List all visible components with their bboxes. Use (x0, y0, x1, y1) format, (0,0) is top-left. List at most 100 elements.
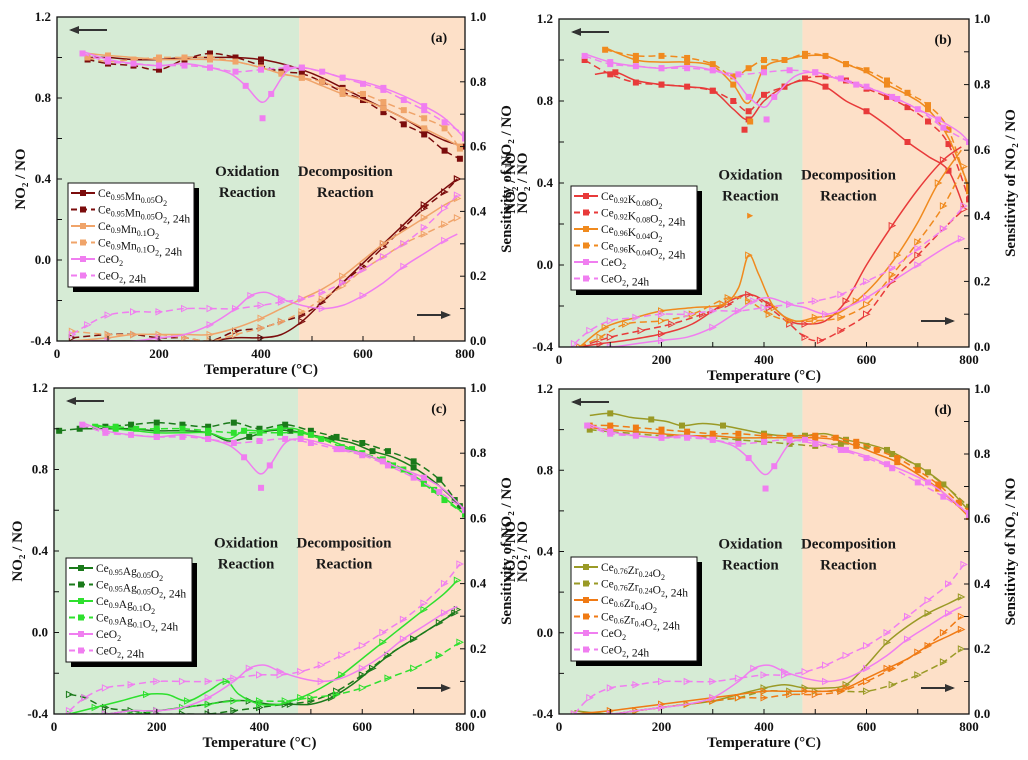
arrow-left-icon (66, 397, 76, 405)
data-point (606, 684, 615, 692)
data-point (441, 147, 448, 154)
data-point (359, 291, 368, 300)
y-right-tick-label: 0.4 (974, 576, 991, 591)
data-point (207, 50, 213, 57)
data-point (720, 422, 726, 429)
legend-label: CeO2 (601, 628, 626, 642)
data-point (939, 628, 948, 637)
data-point (380, 105, 387, 112)
data-point (181, 304, 189, 313)
data-point (256, 437, 263, 444)
legend-item: CeO2 (574, 257, 626, 271)
data-point (801, 333, 810, 341)
data-point (333, 690, 341, 699)
legend-item: Ce0.9Ag0.1O2 (69, 596, 155, 616)
data-point (914, 467, 921, 474)
data-point (307, 693, 315, 702)
data-point (658, 336, 666, 345)
data-point (586, 693, 594, 702)
data-point (837, 440, 844, 447)
data-point (966, 184, 969, 191)
data-point (105, 52, 111, 59)
arrow-left-icon (571, 398, 581, 406)
data-point (822, 52, 829, 59)
data-point (596, 333, 605, 341)
legend-label: CeO2, 24h (601, 645, 649, 660)
legend-item: Ce0.95Ag0.05O2 (69, 563, 163, 583)
x-tick-label: 200 (652, 352, 672, 367)
arrow-left-icon (69, 26, 79, 34)
y-left-tick-label: 0.0 (537, 625, 553, 640)
data-point (230, 419, 237, 426)
data-point (863, 687, 871, 696)
data-point (658, 426, 665, 433)
decomposition-label: Decomposition (297, 536, 393, 552)
data-point (709, 693, 717, 702)
legend-box (65, 557, 193, 663)
data-point (863, 277, 871, 286)
data-point (842, 684, 851, 692)
x-tick-label: 800 (455, 719, 475, 734)
legend-marker (583, 630, 589, 636)
data-point (945, 141, 952, 148)
data-point (339, 86, 346, 93)
data-point (287, 427, 294, 434)
series-line (574, 615, 962, 714)
series-ce0-95ag0-05o2-24h (56, 419, 463, 510)
data-point (760, 671, 769, 679)
data-point (441, 497, 448, 504)
legend-label: Ce0.9Mn0.1O2, 24h (98, 238, 182, 259)
data-point (339, 272, 347, 281)
data-point (648, 416, 655, 423)
legend-item: Ce0.92K0.08O2, 24h (574, 208, 686, 229)
data-point (435, 618, 444, 627)
legend-label: Ce0.92K0.08O2 (601, 191, 662, 211)
legend-marker (80, 272, 86, 279)
y-right-tick-label: 0.4 (470, 203, 487, 218)
data-point (873, 446, 880, 453)
data-point (230, 429, 237, 436)
data-point (102, 429, 109, 436)
data-point (771, 93, 778, 100)
data-point (410, 474, 417, 481)
data-point (369, 448, 376, 455)
data-point (462, 511, 465, 518)
data-point (338, 671, 346, 679)
data-point (786, 300, 794, 309)
data-point (811, 316, 820, 325)
data-point (812, 440, 819, 447)
data-point (440, 579, 449, 588)
legend-item: Ce0.95Mn0.05O2 (71, 188, 167, 208)
data-point (750, 664, 758, 673)
data-point (863, 455, 870, 462)
data-point (632, 313, 640, 322)
data-point (914, 648, 922, 657)
data-point (130, 60, 137, 67)
data-point (925, 106, 931, 113)
data-point (883, 664, 892, 673)
data-point (420, 214, 429, 222)
decomposition-label: Decomposition (801, 168, 897, 184)
data-point (745, 108, 752, 115)
series-line (72, 197, 458, 341)
data-point (863, 83, 870, 90)
data-point (601, 323, 610, 332)
series-line (586, 424, 969, 514)
y-left-tick-label: 0.8 (35, 90, 52, 105)
data-point (735, 71, 742, 78)
data-point (179, 425, 186, 432)
data-point (863, 641, 871, 650)
data-point (586, 426, 593, 433)
series-line (589, 428, 969, 508)
y-left-tick-label: 1.2 (35, 9, 51, 24)
data-point (940, 124, 947, 131)
data-point (607, 410, 614, 417)
data-point (602, 46, 609, 53)
data-point (307, 440, 314, 447)
data-point (462, 507, 465, 514)
y-left-tick-label: 0.4 (35, 171, 52, 186)
outlier-point (258, 484, 265, 491)
data-point (79, 421, 86, 428)
data-point (940, 493, 947, 500)
